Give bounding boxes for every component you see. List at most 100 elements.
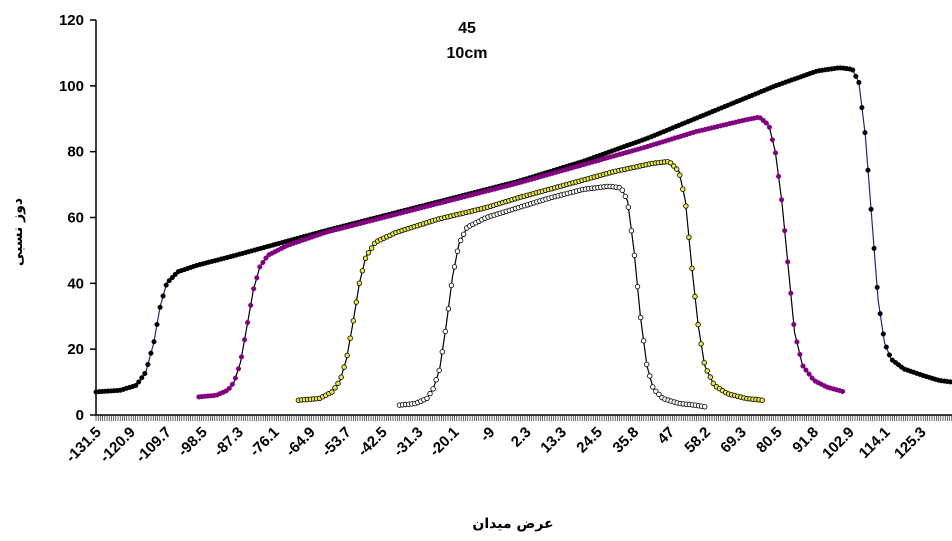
data-point bbox=[451, 264, 458, 270]
y-tick-label: 60 bbox=[67, 210, 84, 227]
data-point bbox=[650, 384, 656, 390]
data-point bbox=[335, 380, 341, 387]
data-point bbox=[791, 321, 797, 328]
y-tick-label: 80 bbox=[67, 144, 84, 161]
data-point bbox=[260, 259, 266, 266]
data-point bbox=[424, 395, 430, 401]
x-tick-label: -20.1 bbox=[426, 424, 462, 460]
y-axis-title: دوز نسبی bbox=[10, 198, 26, 266]
data-point bbox=[806, 371, 812, 377]
data-point bbox=[338, 374, 344, 380]
x-tick-label: 58.2 bbox=[681, 424, 714, 457]
series-2 bbox=[196, 114, 846, 400]
x-axis-title: عرض میدان bbox=[472, 516, 553, 532]
data-point bbox=[160, 293, 166, 299]
data-point bbox=[772, 150, 779, 156]
data-point bbox=[947, 379, 952, 385]
data-point bbox=[445, 306, 452, 312]
data-point bbox=[619, 187, 625, 193]
x-tick-label: -76.1 bbox=[247, 424, 283, 460]
data-point bbox=[850, 67, 856, 73]
data-point bbox=[868, 206, 874, 212]
data-point bbox=[368, 245, 375, 251]
series-layer bbox=[93, 65, 952, 410]
data-point bbox=[779, 197, 785, 203]
data-point bbox=[163, 282, 169, 288]
data-point bbox=[454, 248, 461, 254]
x-tick-label: 2.3 bbox=[508, 424, 535, 451]
data-point bbox=[794, 339, 800, 345]
data-point bbox=[763, 120, 769, 126]
data-point bbox=[634, 283, 641, 290]
data-point bbox=[640, 338, 647, 344]
x-tick-label: -98.5 bbox=[175, 424, 211, 460]
data-point bbox=[680, 186, 686, 192]
data-point bbox=[625, 204, 632, 210]
data-point bbox=[622, 193, 628, 200]
data-point bbox=[667, 160, 674, 166]
data-point bbox=[686, 234, 692, 240]
data-point bbox=[347, 335, 353, 341]
data-point bbox=[874, 284, 880, 290]
data-point bbox=[172, 271, 178, 277]
series-line bbox=[298, 160, 763, 401]
data-point bbox=[353, 299, 359, 305]
data-point bbox=[232, 375, 238, 381]
data-point bbox=[674, 166, 680, 172]
series-3 bbox=[295, 158, 765, 403]
data-point bbox=[809, 375, 815, 381]
x-tick-label: 69.3 bbox=[717, 424, 750, 457]
data-point bbox=[226, 385, 232, 391]
data-point bbox=[704, 368, 710, 374]
data-point bbox=[702, 404, 708, 410]
data-point bbox=[628, 227, 635, 234]
data-point bbox=[136, 379, 142, 385]
data-point bbox=[350, 318, 356, 324]
x-tick-label: -109.7 bbox=[133, 424, 175, 466]
data-point bbox=[242, 337, 248, 343]
x-tick-label: 13.3 bbox=[537, 424, 570, 457]
data-point bbox=[710, 380, 716, 387]
data-point bbox=[788, 290, 794, 296]
data-point bbox=[341, 364, 347, 370]
data-point bbox=[871, 245, 877, 251]
x-tick-label: 24.5 bbox=[573, 424, 606, 457]
data-point bbox=[433, 377, 439, 383]
data-point bbox=[859, 105, 865, 111]
data-point bbox=[647, 373, 653, 379]
data-point bbox=[840, 388, 846, 395]
data-point bbox=[356, 280, 363, 286]
data-point bbox=[766, 124, 772, 130]
data-point bbox=[254, 275, 260, 281]
x-tick-label: 114.1 bbox=[856, 424, 894, 462]
data-point bbox=[782, 228, 788, 234]
data-point bbox=[803, 367, 809, 373]
data-point bbox=[251, 286, 257, 292]
data-point bbox=[329, 389, 335, 395]
x-minor-ticks bbox=[95, 415, 952, 421]
data-point bbox=[883, 344, 889, 350]
data-point bbox=[637, 314, 644, 321]
data-point bbox=[631, 252, 638, 259]
x-tick-label: -131.5 bbox=[63, 424, 105, 466]
data-point bbox=[448, 282, 455, 289]
data-point bbox=[677, 172, 683, 178]
chart-subtitle: 10cm bbox=[447, 45, 488, 62]
x-tick-label: 91.8 bbox=[789, 424, 822, 457]
x-ticks: -131.5-120.9-109.7 -98.5 -87.3 -76.1 -64.9 -5… bbox=[63, 424, 930, 466]
x-tick-label: 47 bbox=[654, 424, 678, 448]
data-point bbox=[238, 354, 245, 360]
y-tick-label: 0 bbox=[76, 407, 84, 424]
chart-title: 45 bbox=[458, 20, 476, 37]
data-point bbox=[151, 339, 157, 345]
data-point bbox=[856, 79, 862, 86]
data-point bbox=[698, 341, 704, 347]
data-point bbox=[644, 361, 650, 368]
data-point bbox=[457, 237, 464, 244]
data-point bbox=[145, 361, 151, 368]
data-point bbox=[169, 275, 175, 281]
data-point bbox=[769, 137, 775, 143]
data-point bbox=[436, 367, 442, 374]
x-tick-label: -9 bbox=[477, 424, 498, 445]
x-tick-label: 102.9 bbox=[819, 424, 858, 463]
